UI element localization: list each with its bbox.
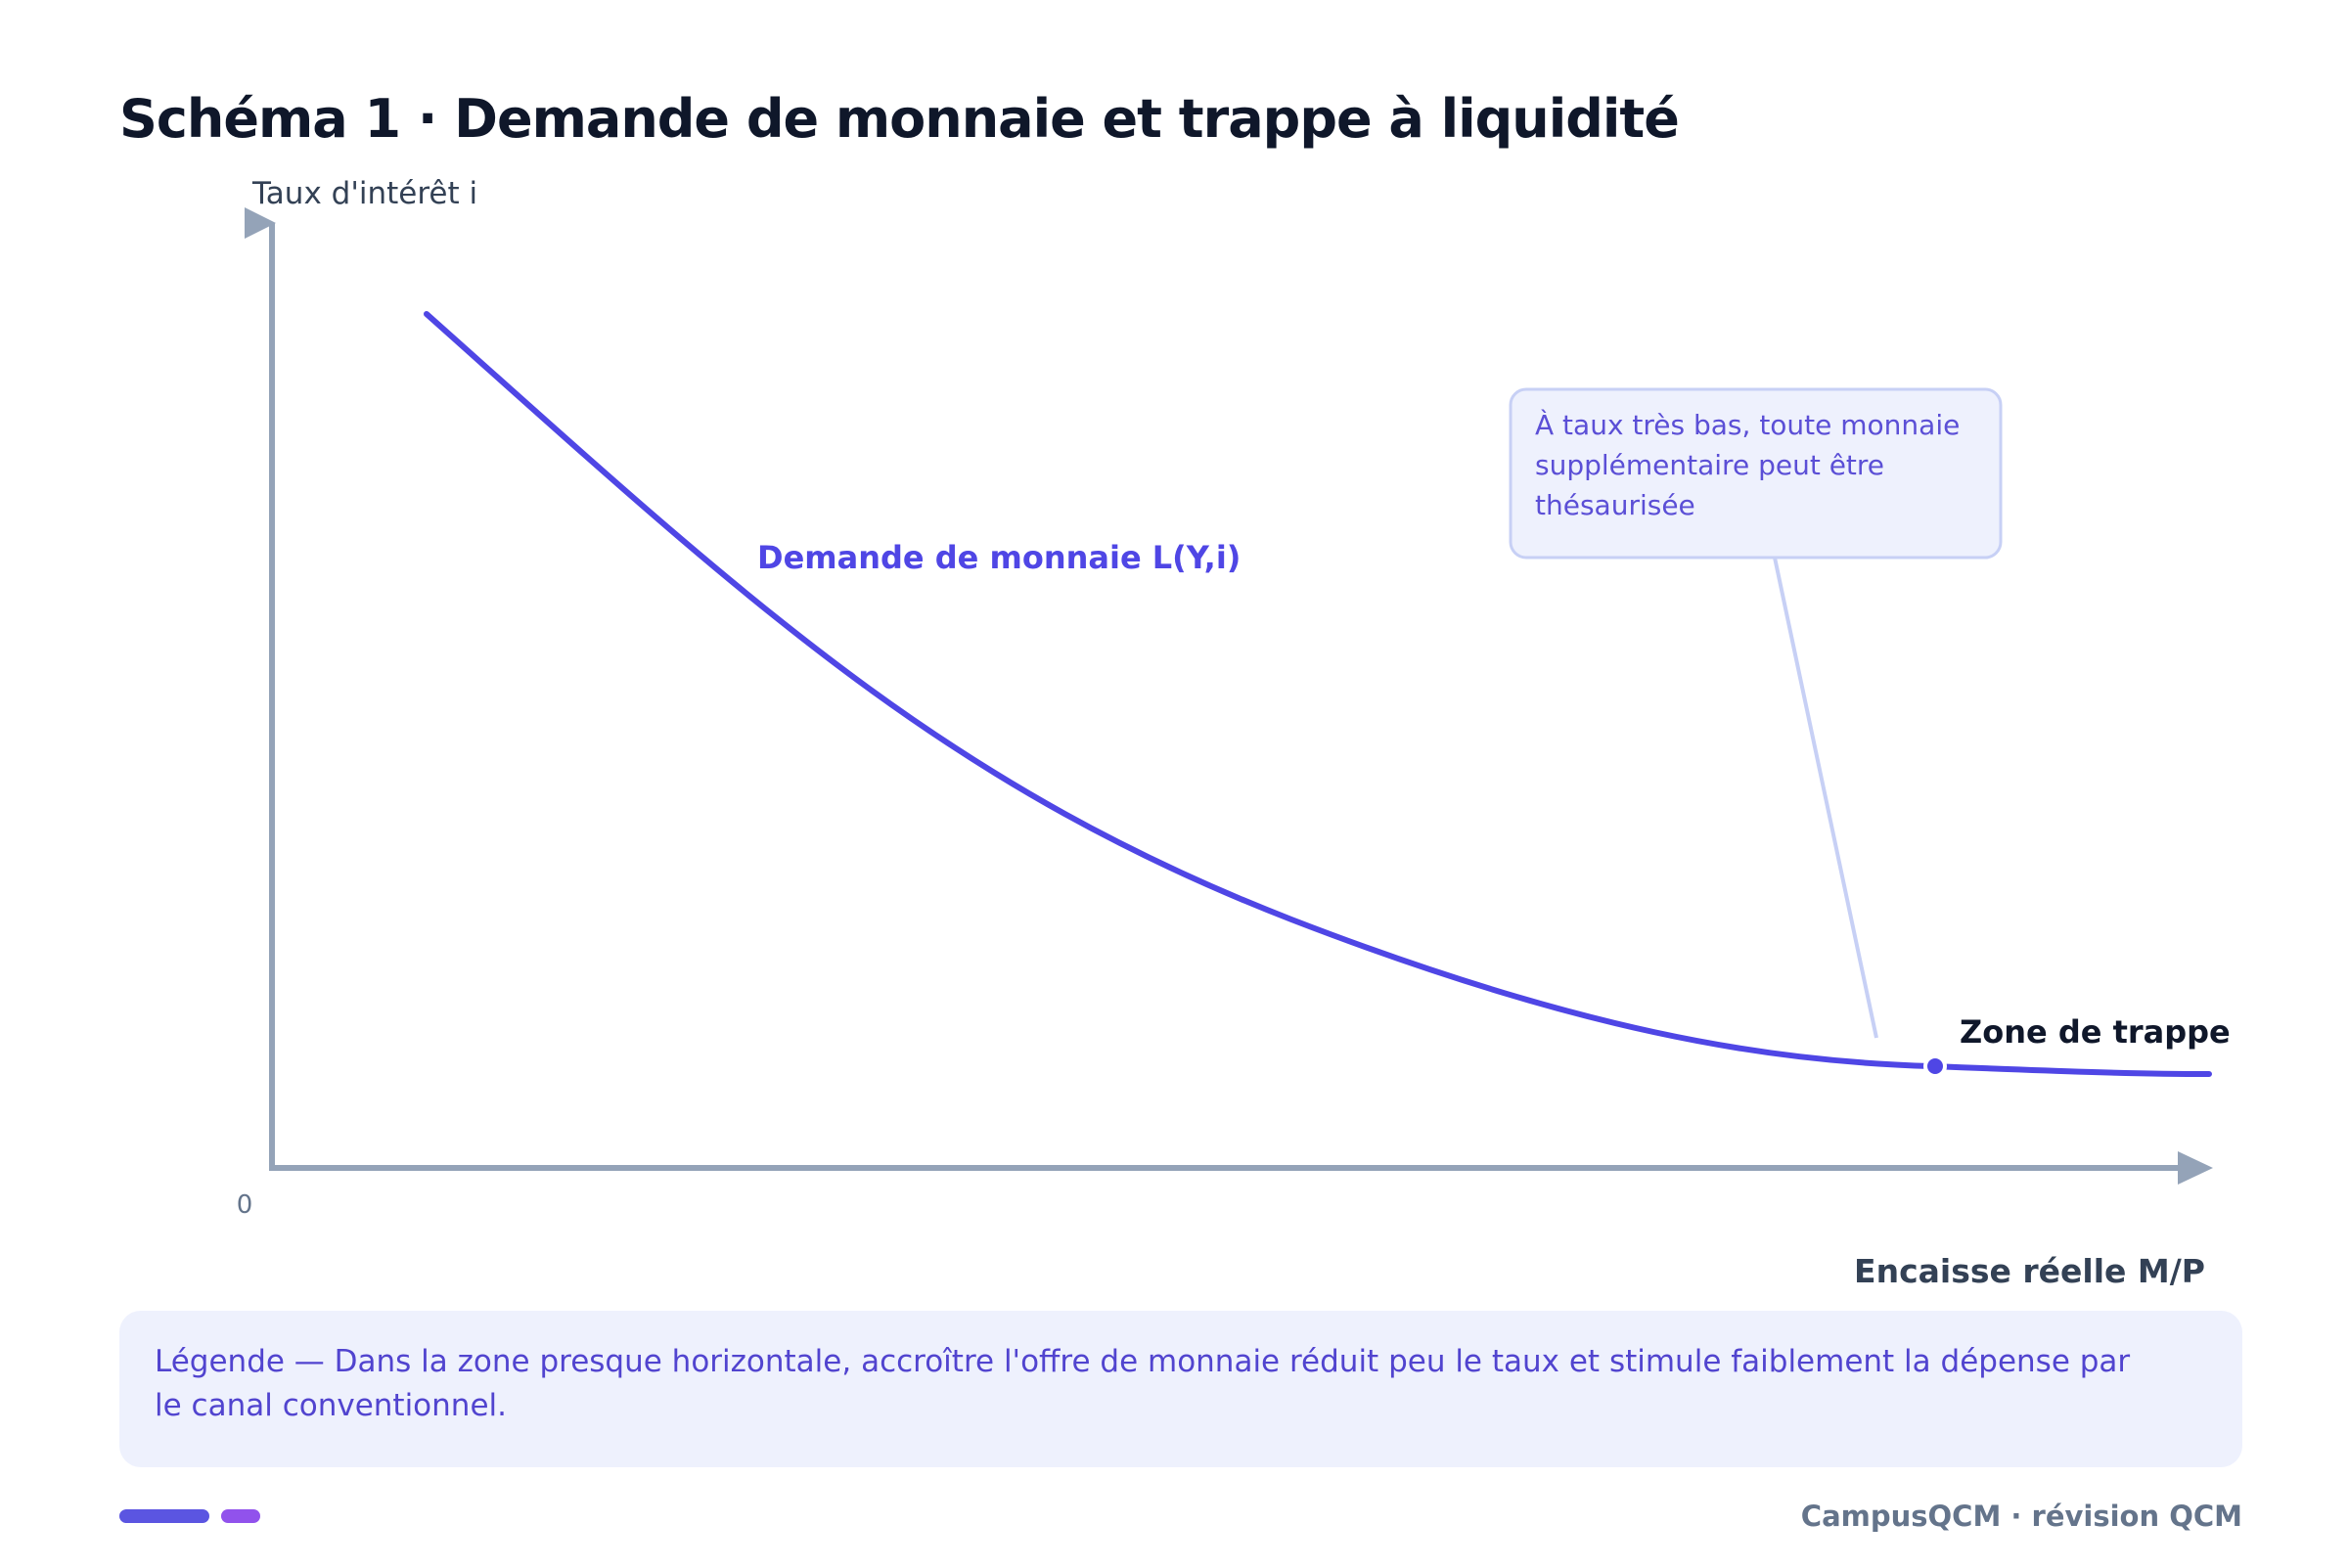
footer-brand: CampusQCM · révision QCM bbox=[1800, 1500, 2242, 1533]
diagram-title: Schéma 1 · Demande de monnaie et trappe … bbox=[119, 88, 1680, 150]
y-axis-label: Taux d'intérêt i bbox=[251, 176, 477, 211]
money-demand-curve bbox=[424, 311, 2212, 1077]
footer-accent-bar-small bbox=[221, 1509, 260, 1523]
curve-label: Demande de monnaie L(Y,i) bbox=[757, 539, 1241, 576]
callout-text: À taux très bas, toute monnaie supplémen… bbox=[1535, 408, 1968, 521]
callout-line: supplémentaire peut être bbox=[1535, 449, 1884, 481]
callout-pointer bbox=[1773, 557, 1878, 1039]
y-axis-arrow bbox=[245, 207, 276, 239]
trap-zone-point bbox=[1923, 1054, 1947, 1078]
x-axis-arrow bbox=[2178, 1151, 2213, 1185]
callout-box bbox=[1509, 387, 2003, 560]
callout-line: À taux très bas, toute monnaie bbox=[1535, 408, 1960, 441]
x-axis-label: Encaisse réelle M/P bbox=[1854, 1252, 2205, 1290]
legend-text: Légende — Dans la zone presque horizonta… bbox=[155, 1344, 2131, 1423]
callout-line: thésaurisée bbox=[1535, 489, 1695, 521]
footer-accent-bar bbox=[119, 1509, 209, 1523]
legend-box: Légende — Dans la zone presque horizonta… bbox=[119, 1311, 2242, 1467]
trap-zone-label: Zone de trappe bbox=[1960, 1013, 2231, 1051]
origin-label: 0 bbox=[237, 1190, 253, 1220]
